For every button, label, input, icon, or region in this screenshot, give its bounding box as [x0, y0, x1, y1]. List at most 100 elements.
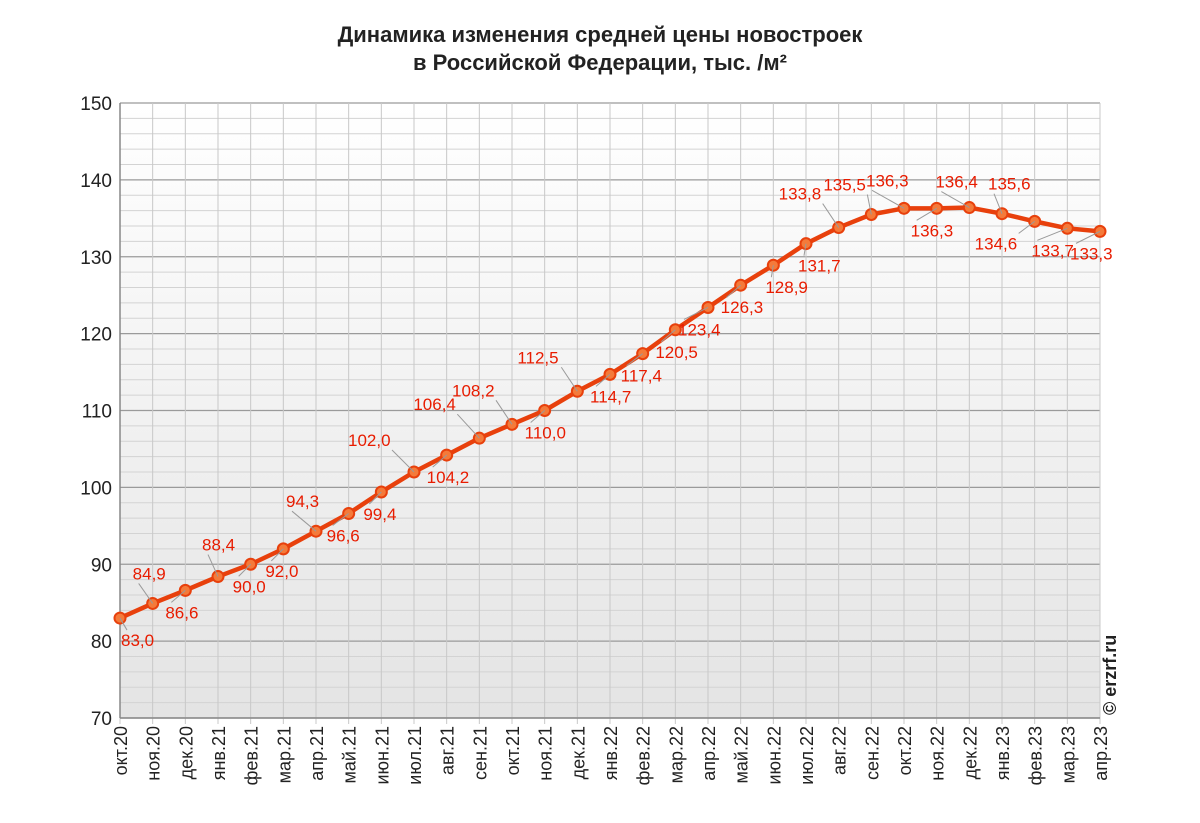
x-tick-label: мар.21: [274, 726, 294, 783]
x-tick-label: июн.21: [372, 726, 392, 785]
x-tick-label: янв.21: [209, 726, 229, 780]
label-leader: [661, 329, 676, 343]
data-label: 133,7: [1031, 241, 1074, 260]
data-label: 135,5: [823, 175, 866, 194]
x-tick-label: сен.22: [862, 726, 882, 780]
y-tick-label: 110: [82, 402, 112, 423]
x-tick-label: ноя.20: [144, 726, 164, 781]
x-tick-label: авг.21: [438, 726, 458, 775]
label-leader: [993, 193, 1003, 214]
data-label: 88,4: [202, 536, 235, 555]
x-tick-label: окт.22: [895, 726, 915, 775]
chart-title-line2: в Российской Федерации, тыс. /м²: [413, 50, 787, 75]
data-label: 126,3: [721, 298, 764, 317]
x-tick-label: фев.23: [1026, 726, 1046, 785]
data-label: 83,0: [121, 631, 154, 650]
x-tick-label: дек.21: [568, 726, 588, 779]
data-label: 92,0: [265, 562, 298, 581]
x-tick-label: мар.23: [1058, 726, 1078, 783]
x-tick-label: май.21: [340, 726, 360, 783]
data-label: 136,3: [866, 171, 909, 190]
x-tick-label: сен.21: [470, 726, 490, 780]
x-tick-label: май.22: [732, 726, 752, 783]
label-leader: [1037, 227, 1068, 241]
y-tick-label: 140: [80, 171, 112, 192]
label-leader: [270, 548, 284, 562]
x-tick-label: мар.22: [666, 726, 686, 783]
label-leader: [916, 207, 937, 221]
data-label: 135,6: [988, 175, 1031, 194]
x-tick-label: дек.20: [176, 726, 196, 779]
label-leader: [1018, 220, 1035, 234]
label-leader: [391, 449, 415, 473]
label-leader: [138, 583, 154, 604]
label-leader: [171, 590, 186, 603]
x-tick-label: окт.21: [503, 726, 523, 775]
data-label: 123,4: [678, 320, 721, 339]
x-tick-label: янв.22: [601, 726, 621, 780]
data-label: 134,6: [975, 234, 1018, 253]
label-leader: [626, 353, 643, 367]
chart-title-line1: Динамика изменения средней цены новостро…: [337, 22, 863, 47]
data-label: 106,4: [413, 395, 456, 414]
data-label: 86,6: [165, 603, 198, 622]
y-tick-label: 120: [80, 325, 112, 346]
data-label: 96,6: [327, 527, 360, 546]
x-tick-label: фев.22: [634, 726, 654, 785]
x-tick-label: ноя.22: [928, 726, 948, 781]
label-leader: [119, 617, 128, 631]
x-tick-label: апр.23: [1091, 726, 1111, 781]
data-label: 108,2: [452, 381, 495, 400]
x-tick-label: фев.21: [242, 726, 262, 785]
label-leader: [238, 563, 252, 577]
label-leader: [871, 189, 905, 209]
label-leader: [683, 307, 709, 320]
label-leader: [560, 367, 578, 392]
label-leader: [595, 373, 611, 387]
y-tick-label: 90: [91, 555, 112, 576]
label-leader: [1075, 230, 1101, 244]
label-leader: [941, 191, 970, 208]
data-label: 104,2: [427, 468, 470, 487]
x-tick-label: ноя.21: [536, 726, 556, 781]
label-leader: [456, 413, 480, 439]
x-tick-label: окт.20: [111, 726, 131, 775]
label-leader: [726, 284, 741, 298]
data-label: 102,0: [348, 431, 391, 450]
x-tick-label: апр.21: [307, 726, 327, 781]
data-label: 136,3: [911, 221, 954, 240]
label-leader: [530, 410, 545, 423]
label-leader: [207, 554, 219, 577]
label-leader: [770, 265, 774, 278]
y-tick-label: 80: [91, 632, 112, 653]
data-label: 99,4: [363, 505, 396, 524]
y-tick-label: 130: [80, 248, 112, 269]
label-leader: [291, 510, 317, 532]
data-label: 84,9: [133, 564, 166, 583]
x-tick-label: дек.22: [960, 726, 980, 779]
label-leader: [866, 194, 872, 215]
label-leader: [822, 203, 840, 228]
y-tick-label: 150: [80, 94, 112, 115]
x-tick-label: июл.22: [797, 726, 817, 785]
x-tick-label: июл.21: [405, 726, 425, 785]
data-label: 128,9: [765, 278, 808, 297]
label-leader: [803, 243, 807, 256]
label-leader: [495, 400, 513, 425]
data-label: 110,0: [525, 424, 566, 443]
x-tick-label: июн.22: [764, 726, 784, 785]
data-label: 131,7: [798, 257, 841, 276]
data-label: 90,0: [233, 577, 266, 596]
data-label: 120,5: [655, 343, 698, 362]
data-label: 136,4: [935, 173, 978, 192]
label-leader: [368, 491, 382, 505]
y-tick-label: 70: [91, 709, 112, 730]
data-label: 133,8: [779, 185, 822, 204]
data-label: 94,3: [286, 492, 319, 511]
y-tick-label: 100: [80, 478, 112, 499]
label-leader: [332, 513, 349, 526]
label-leader: [432, 454, 447, 468]
data-label: 114,7: [590, 387, 631, 406]
x-tick-label: авг.22: [830, 726, 850, 775]
